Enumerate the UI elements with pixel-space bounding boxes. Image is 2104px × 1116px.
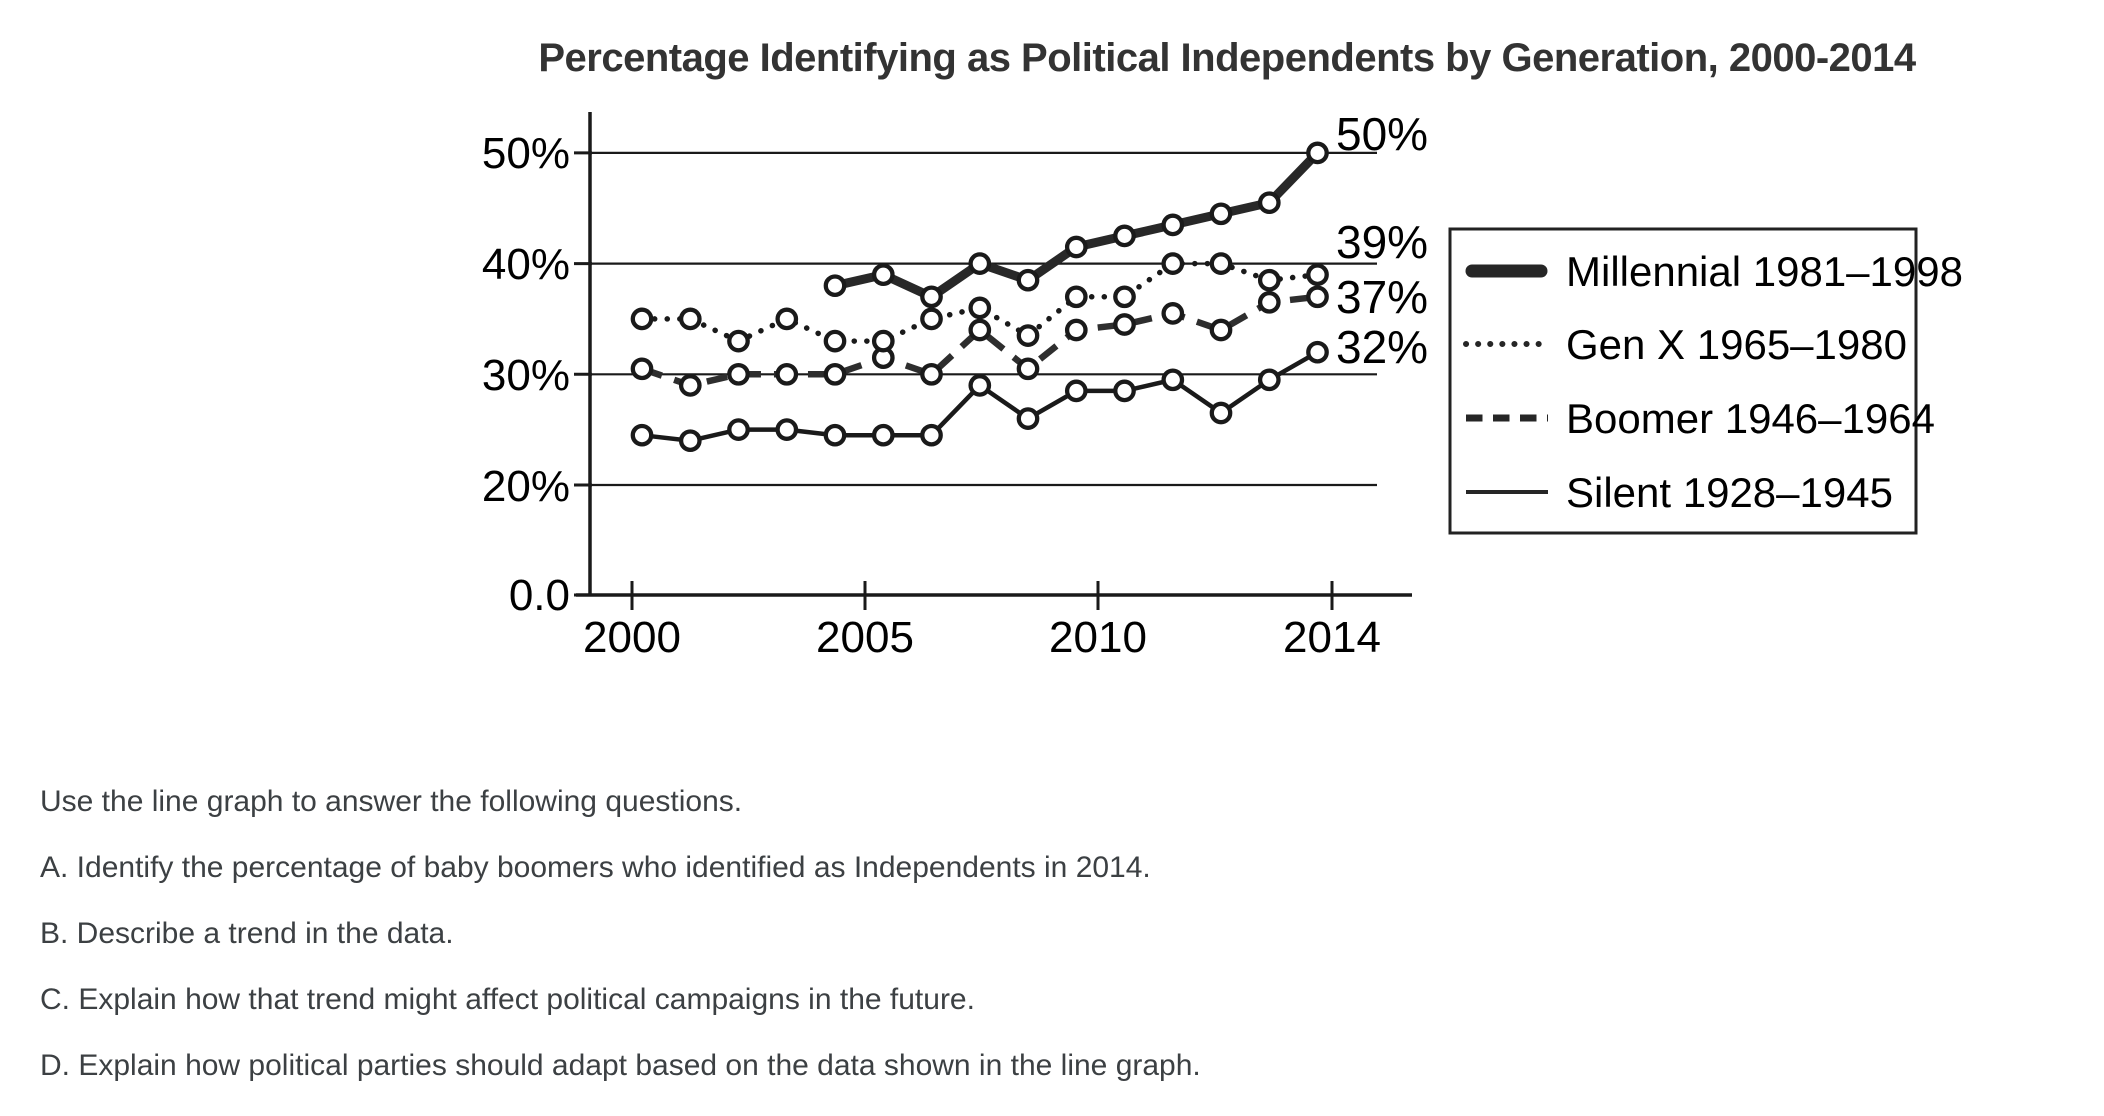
- series-line-millennial: [834, 149, 1321, 302]
- data-point-millennial: [871, 263, 895, 287]
- y-axis-label: 20%: [482, 462, 570, 511]
- data-point-genx: [1113, 285, 1136, 309]
- series-line-genx: [639, 260, 1321, 345]
- x-axis-label: 2000: [583, 613, 681, 662]
- legend-box: [1448, 227, 1918, 535]
- data-point-genx: [1161, 252, 1185, 275]
- data-point-boomer: [630, 357, 654, 381]
- data-point-genx: [1257, 268, 1281, 292]
- y-axis-label: 0.0: [509, 571, 570, 620]
- data-point-boomer: [1016, 357, 1040, 381]
- data-point-millennial: [1161, 213, 1185, 237]
- data-point-millennial: [1064, 235, 1088, 259]
- data-point-silent: [1209, 401, 1233, 425]
- data-point-silent: [823, 423, 847, 447]
- data-point-silent: [727, 418, 750, 441]
- legend-label-silent: Silent 1928–1945: [1566, 469, 1893, 516]
- data-point-genx: [630, 307, 654, 331]
- questions-intro: Use the line graph to answer the followi…: [40, 785, 743, 818]
- series-end-label-millennial: 50%: [1336, 108, 1428, 160]
- data-point-millennial: [823, 274, 847, 298]
- x-axis-label: 2010: [1049, 613, 1147, 662]
- data-point-millennial: [1257, 191, 1281, 215]
- data-point-silent: [630, 423, 654, 447]
- data-point-boomer: [920, 362, 943, 386]
- y-axis-label: 40%: [482, 240, 570, 289]
- series-end-label-genx: 39%: [1336, 216, 1428, 268]
- question-item-d: D. Explain how political parties should …: [40, 1049, 1201, 1082]
- series-line-boomer: [640, 293, 1318, 389]
- legend-label-boomer: Boomer 1946–1964: [1566, 395, 1935, 442]
- x-axis-label: 2014: [1283, 613, 1381, 662]
- data-point-genx: [727, 329, 750, 353]
- chart-title: Percentage Identifying as Political Inde…: [538, 36, 1916, 80]
- x-axis-label: 2005: [816, 613, 914, 662]
- data-point-genx: [775, 307, 799, 331]
- data-point-millennial: [968, 252, 992, 275]
- data-point-silent: [1161, 368, 1185, 392]
- line-chart: 50% 40% 30% 20% 0.0 2000 2005 2010 2014 50% 39%37%…: [482, 108, 1963, 662]
- data-point-silent: [678, 429, 702, 453]
- data-point-boomer: [678, 374, 702, 397]
- data-point-silent: [871, 423, 895, 447]
- data-point-genx: [968, 296, 992, 320]
- data-point-boomer: [1209, 318, 1233, 342]
- data-point-genx: [1306, 263, 1329, 287]
- data-point-silent: [1257, 368, 1281, 392]
- data-point-millennial: [1209, 202, 1233, 226]
- data-point-genx: [871, 329, 895, 353]
- data-point-genx: [1064, 285, 1088, 309]
- data-point-silent: [920, 423, 943, 447]
- data-point-silent: [968, 374, 992, 397]
- data-point-boomer: [1064, 318, 1088, 342]
- data-point-silent: [775, 418, 799, 441]
- data-point-genx: [1016, 324, 1040, 347]
- data-point-millennial: [1113, 224, 1136, 248]
- question-item-a: A. Identify the percentage of baby boome…: [40, 851, 1151, 884]
- data-point-boomer: [1306, 285, 1329, 309]
- data-point-millennial: [1306, 141, 1329, 165]
- data-point-silent: [1016, 407, 1040, 430]
- legend-label-millennial: Millennial 1981–1998: [1566, 248, 1963, 295]
- questions-block: Use the line graph to answer the followi…: [40, 786, 1940, 1116]
- data-point-silent: [1064, 379, 1088, 403]
- series-end-label-silent: 32%: [1336, 321, 1428, 373]
- data-point-boomer: [1113, 313, 1136, 336]
- y-axis-label: 50%: [482, 129, 570, 178]
- data-point-genx: [678, 307, 702, 331]
- legend-label-genx: Gen X 1965–1980: [1566, 321, 1907, 368]
- y-axis-label: 30%: [482, 351, 570, 400]
- data-point-boomer: [1161, 302, 1185, 325]
- data-point-boomer: [775, 362, 799, 386]
- data-point-boomer: [1257, 290, 1281, 314]
- data-point-boomer: [727, 362, 750, 386]
- data-point-silent: [1306, 340, 1329, 364]
- data-point-millennial: [1016, 268, 1040, 292]
- data-point-boomer: [823, 362, 847, 386]
- series-end-label-boomer: 37%: [1336, 271, 1428, 323]
- data-point-genx: [1209, 252, 1233, 275]
- data-point-millennial: [920, 285, 943, 309]
- data-point-genx: [823, 329, 847, 353]
- question-item-b: B. Describe a trend in the data.: [40, 917, 454, 950]
- data-point-boomer: [968, 318, 992, 342]
- data-point-genx: [920, 307, 943, 331]
- data-point-silent: [1113, 379, 1136, 403]
- question-item-c: C. Explain how that trend might affect p…: [40, 983, 975, 1016]
